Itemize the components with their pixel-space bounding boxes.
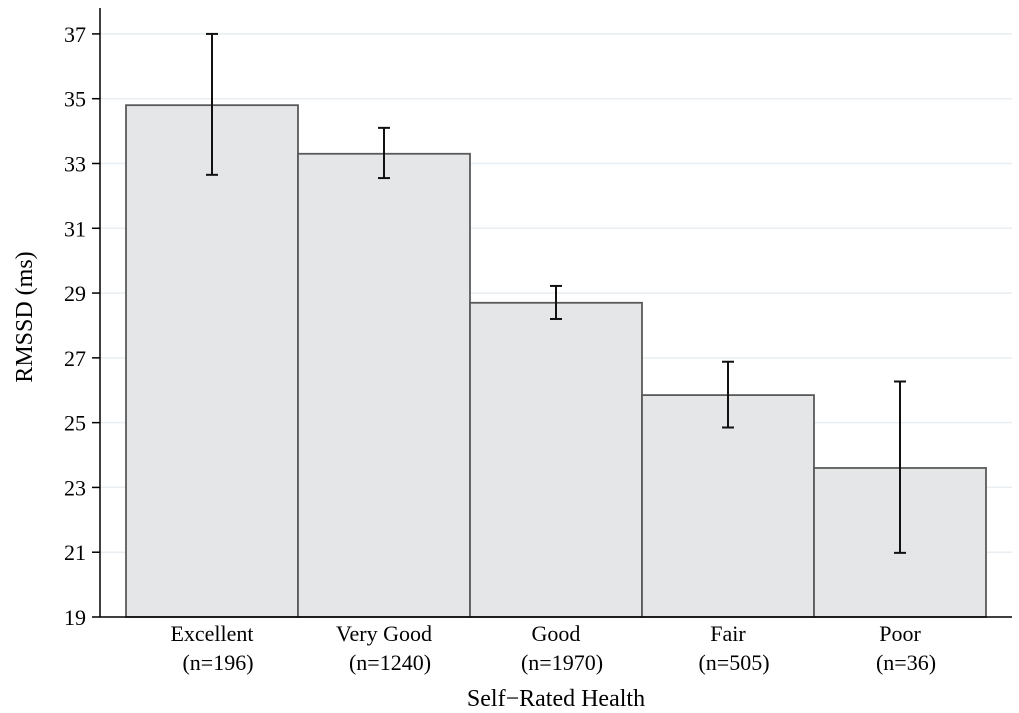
x-category-label: Very Good (336, 621, 432, 646)
y-axis-title: RMSSD (ms) (12, 251, 38, 382)
x-category-count: (n=196) (182, 650, 253, 675)
y-tick-label: 23 (64, 475, 86, 500)
bars (125, 104, 987, 618)
y-tick-label: 35 (64, 87, 86, 112)
y-tick-labels: 19 21 23 25 27 29 31 33 35 37 (64, 22, 86, 630)
x-category-label: Excellent (170, 621, 253, 646)
y-tick-label: 33 (64, 151, 86, 176)
x-axis-title: Self−Rated Health (467, 686, 645, 712)
x-category-count: (n=36) (876, 650, 936, 675)
axes (92, 8, 1012, 618)
x-category-count: (n=505) (698, 650, 769, 675)
y-tick-label: 27 (64, 346, 86, 371)
x-category-count: (n=1240) (349, 650, 431, 675)
x-category-labels: Excellent (n=196) Very Good (n=1240) Good (n=… (170, 621, 936, 675)
y-tick-label: 25 (64, 411, 86, 436)
y-tick-label: 19 (64, 605, 86, 630)
bar (469, 301, 643, 618)
x-category-label: Fair (710, 621, 746, 646)
y-tick-label: 37 (64, 22, 86, 47)
y-tick-label: 21 (64, 540, 86, 565)
x-category-label: Poor (879, 621, 921, 646)
error-bars (206, 32, 906, 554)
y-tick-label: 29 (64, 281, 86, 306)
bar (125, 104, 299, 618)
y-tick-label: 31 (64, 216, 86, 241)
bar (297, 152, 471, 618)
x-category-label: Good (532, 621, 581, 646)
x-category-count: (n=1970) (521, 650, 603, 675)
